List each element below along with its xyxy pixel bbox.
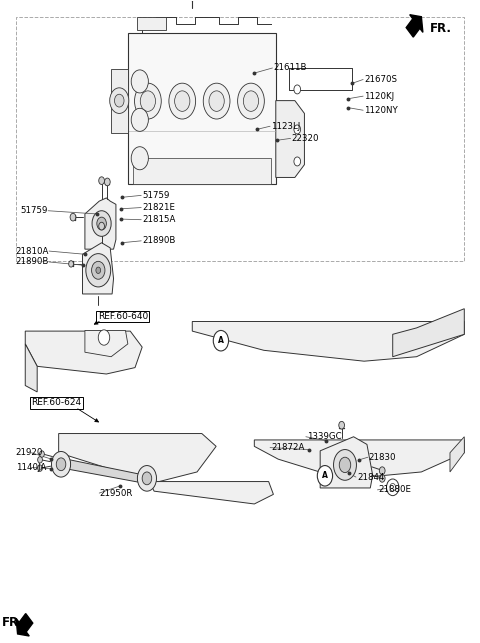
Circle shape <box>386 479 399 496</box>
Circle shape <box>92 261 105 279</box>
Circle shape <box>294 85 300 94</box>
Text: 21950R: 21950R <box>99 489 132 498</box>
Polygon shape <box>132 158 271 184</box>
Polygon shape <box>137 17 166 30</box>
Circle shape <box>105 178 110 186</box>
Circle shape <box>379 475 385 482</box>
Circle shape <box>142 472 152 485</box>
Text: 51759: 51759 <box>142 191 169 200</box>
Polygon shape <box>149 482 274 504</box>
Polygon shape <box>254 440 464 476</box>
Text: 1120NY: 1120NY <box>364 105 398 114</box>
Text: 21872A: 21872A <box>271 443 304 452</box>
Polygon shape <box>85 198 116 249</box>
Circle shape <box>339 421 345 429</box>
Circle shape <box>169 83 196 119</box>
Circle shape <box>115 95 124 107</box>
Text: 21920: 21920 <box>16 448 43 457</box>
Circle shape <box>339 457 351 473</box>
Polygon shape <box>320 437 372 488</box>
Text: 22320: 22320 <box>291 134 319 143</box>
Circle shape <box>51 451 71 477</box>
Circle shape <box>92 211 111 237</box>
Text: 21890B: 21890B <box>142 237 176 246</box>
Polygon shape <box>85 331 128 357</box>
Text: 21880E: 21880E <box>378 485 411 494</box>
Circle shape <box>131 108 148 131</box>
Circle shape <box>37 465 42 471</box>
Circle shape <box>294 125 300 134</box>
Polygon shape <box>276 100 304 177</box>
Text: 21815A: 21815A <box>142 215 176 224</box>
Text: 21810A: 21810A <box>16 246 49 255</box>
Polygon shape <box>25 344 37 392</box>
Circle shape <box>86 253 111 287</box>
Circle shape <box>390 484 396 491</box>
Circle shape <box>140 91 156 111</box>
Circle shape <box>294 157 300 166</box>
Text: 21611B: 21611B <box>274 64 307 73</box>
Circle shape <box>243 91 259 111</box>
Polygon shape <box>393 309 464 357</box>
Circle shape <box>334 449 357 480</box>
Circle shape <box>131 70 148 93</box>
Polygon shape <box>59 433 216 483</box>
Circle shape <box>99 177 105 185</box>
Circle shape <box>379 467 385 475</box>
Circle shape <box>213 331 228 351</box>
Text: 21844: 21844 <box>357 473 384 482</box>
Text: REF.60-640: REF.60-640 <box>98 312 148 321</box>
Circle shape <box>134 83 161 119</box>
Circle shape <box>238 83 264 119</box>
Text: 51759: 51759 <box>21 206 48 215</box>
Text: 1123LJ: 1123LJ <box>271 122 300 131</box>
Circle shape <box>39 451 44 457</box>
Circle shape <box>37 457 42 463</box>
Circle shape <box>209 91 224 111</box>
Text: REF.60-624: REF.60-624 <box>32 398 82 407</box>
Circle shape <box>96 267 101 273</box>
Circle shape <box>317 466 333 486</box>
Text: A: A <box>322 471 328 480</box>
Circle shape <box>131 147 148 170</box>
Text: A: A <box>218 336 224 345</box>
Polygon shape <box>192 322 464 361</box>
Text: 21890B: 21890B <box>16 257 49 266</box>
Text: 1140JA: 1140JA <box>16 463 46 472</box>
Text: 21821E: 21821E <box>142 203 175 212</box>
Circle shape <box>175 91 190 111</box>
Circle shape <box>97 217 107 230</box>
Text: FR.: FR. <box>430 22 452 35</box>
Text: 21830: 21830 <box>369 453 396 462</box>
Polygon shape <box>450 437 464 472</box>
Circle shape <box>137 466 156 491</box>
Polygon shape <box>25 331 142 374</box>
Circle shape <box>69 260 73 267</box>
Circle shape <box>203 83 230 119</box>
Polygon shape <box>111 69 128 132</box>
Circle shape <box>98 330 110 345</box>
Polygon shape <box>406 15 423 37</box>
Polygon shape <box>128 33 276 184</box>
Circle shape <box>99 222 105 230</box>
Text: FR.: FR. <box>1 616 24 629</box>
Text: 1339GC: 1339GC <box>307 432 341 441</box>
Circle shape <box>110 88 129 113</box>
Polygon shape <box>66 460 142 483</box>
Circle shape <box>56 458 66 471</box>
Text: 1120KJ: 1120KJ <box>364 92 394 101</box>
Polygon shape <box>16 613 33 636</box>
Polygon shape <box>83 243 114 294</box>
Circle shape <box>70 213 76 221</box>
Circle shape <box>189 0 196 1</box>
Text: 21670S: 21670S <box>364 75 397 84</box>
